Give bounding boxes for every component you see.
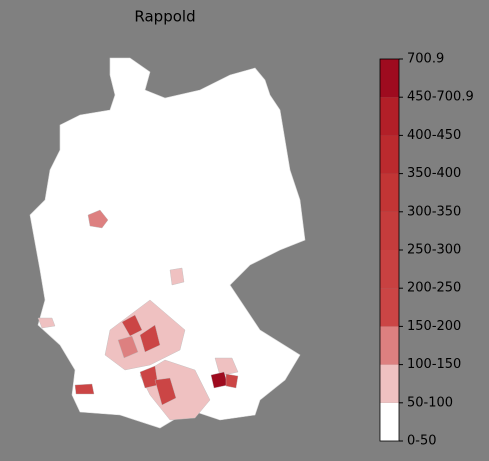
colorbar: 0-50 50-100 100-150 150-200 200-250 250-300 30…: [379, 52, 474, 449]
country-outline: [29, 57, 306, 429]
region: [74, 383, 95, 395]
colorbar-segment: [380, 326, 399, 365]
colorbar-segment: [380, 97, 399, 136]
colorbar-segment: [380, 402, 399, 441]
region: [37, 317, 56, 329]
colorbar-label: 350-400: [407, 166, 461, 181]
colorbar-label: 150-200: [407, 319, 461, 334]
colorbar-label: 100-150: [407, 357, 461, 372]
region: [154, 377, 177, 406]
region: [225, 373, 239, 389]
highlighted-regions: [37, 209, 239, 421]
region: [87, 209, 109, 229]
colorbar-segment: [380, 250, 399, 289]
region: [121, 314, 143, 337]
colorbar-label: 450-700.9: [407, 90, 474, 105]
colorbar-label: 50-100: [407, 395, 453, 410]
colorbar-label: 0-50: [407, 434, 437, 449]
colorbar-segment: [380, 364, 399, 403]
colorbar-label: 200-250: [407, 281, 461, 296]
region: [117, 335, 139, 359]
region: [214, 357, 239, 377]
colorbar-label: 250-300: [407, 243, 461, 258]
region: [139, 324, 161, 353]
region: [169, 267, 185, 286]
colorbar-label: 300-350: [407, 204, 461, 219]
region: [139, 359, 211, 421]
colorbar-label: 700.9: [407, 52, 444, 67]
map-title: Rappold: [134, 8, 195, 26]
colorbar-segment: [380, 211, 399, 250]
colorbar-label: 400-450: [407, 128, 461, 143]
colorbar-segment: [380, 173, 399, 212]
colorbar-segment: [380, 59, 399, 98]
colorbar-segment: [380, 288, 399, 327]
colorbar-segment: [380, 135, 399, 174]
